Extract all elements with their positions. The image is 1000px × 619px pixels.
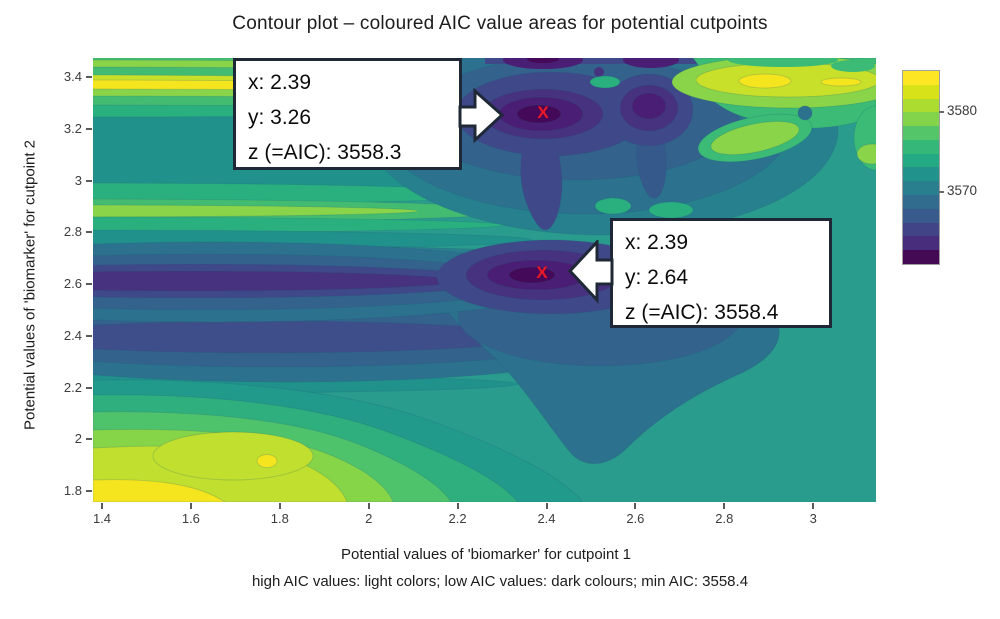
callout-arrow-right-icon xyxy=(458,88,505,144)
colorbar-tick-mark xyxy=(939,191,944,193)
annotation-2-x: x: 2.39 xyxy=(625,231,689,254)
colorbar xyxy=(902,70,940,265)
y-axis-title: Potential values of 'biomarker' for cutp… xyxy=(21,139,39,431)
colorbar-band xyxy=(903,195,939,209)
y-tick-label: 3.2 xyxy=(63,120,82,136)
x-tick-mark xyxy=(634,503,637,509)
y-tick-mark xyxy=(86,231,92,234)
x-tick-mark xyxy=(278,503,281,509)
annotation-box-2: x: 2.39 y: 2.64 z (=AIC): 3558.4 xyxy=(610,218,832,328)
colorbar-band xyxy=(903,98,939,113)
annotation-1-x: x: 2.39 xyxy=(248,71,312,94)
y-tick-label: 2.6 xyxy=(63,276,82,291)
colorbar-band xyxy=(903,208,939,223)
x-tick-mark xyxy=(812,503,815,509)
colorbar-band xyxy=(903,71,939,85)
x-tick-mark xyxy=(101,503,103,509)
page-title: Contour plot – coloured AIC value areas … xyxy=(232,13,768,34)
y-tick-label: 2.8 xyxy=(63,224,82,240)
x-tick-label: 2.8 xyxy=(715,511,734,526)
annotation-2-y: y: 2.64 xyxy=(625,266,689,289)
y-tick-label: 2 xyxy=(74,431,82,447)
colorbar-band xyxy=(903,250,939,264)
x-tick-label: 2.2 xyxy=(448,511,467,526)
colorbar-band xyxy=(903,181,939,196)
x-tick-mark xyxy=(367,503,370,509)
y-tick-mark xyxy=(86,386,92,389)
colorbar-band xyxy=(903,112,939,127)
colorbar-tick-label: 3570 xyxy=(947,183,978,198)
annotation-1-y: y: 3.26 xyxy=(248,106,312,129)
x-tick-label: 1.8 xyxy=(270,511,289,526)
colorbar-tick-mark xyxy=(939,111,944,113)
colorbar-band xyxy=(903,153,939,168)
y-tick-label: 3 xyxy=(74,172,82,188)
callout-arrow-left-icon xyxy=(567,240,614,304)
x-tick-label: 1.6 xyxy=(181,511,200,526)
y-tick-mark xyxy=(86,438,92,441)
y-tick-mark xyxy=(86,334,92,337)
y-tick-label: 2.2 xyxy=(63,379,82,395)
x-axis-title: Potential values of 'biomarker' for cutp… xyxy=(340,546,632,563)
caption: high AIC values: light colors; low AIC v… xyxy=(251,573,749,590)
x-tick-label: 1.4 xyxy=(92,511,112,526)
x-tick-label: 2.4 xyxy=(537,511,556,526)
colorbar-band xyxy=(903,139,939,154)
annotation-box-1: x: 2.39 y: 3.26 z (=AIC): 3558.3 xyxy=(233,58,462,170)
x-tick-mark xyxy=(189,503,192,509)
x-tick-label: 2.6 xyxy=(626,511,645,526)
y-tick-label: 2.4 xyxy=(63,327,82,343)
y-tick-mark xyxy=(86,490,92,492)
y-tick-mark xyxy=(86,76,92,78)
y-tick-label: 1.8 xyxy=(63,483,82,498)
x-tick-mark xyxy=(456,503,459,509)
min-marker-1: X xyxy=(537,103,549,122)
y-tick-label: 3.4 xyxy=(63,69,82,84)
colorbar-tick-label: 3580 xyxy=(947,103,978,118)
colorbar-band xyxy=(903,167,939,182)
colorbar-band xyxy=(903,222,939,237)
x-tick-label: 2 xyxy=(365,511,373,526)
y-tick-mark xyxy=(86,179,92,182)
colorbar-band xyxy=(903,126,939,140)
min-marker-2: X xyxy=(536,263,548,282)
annotation-2-z: z (=AIC): 3558.4 xyxy=(625,301,779,324)
colorbar-band xyxy=(903,84,939,99)
y-tick-mark xyxy=(86,283,92,285)
colorbar-band xyxy=(903,236,939,251)
y-tick-mark xyxy=(86,127,92,130)
x-tick-label: 3 xyxy=(809,511,817,526)
x-tick-mark xyxy=(545,503,548,509)
x-tick-mark xyxy=(723,503,726,509)
annotation-1-z: z (=AIC): 3558.3 xyxy=(248,141,402,164)
